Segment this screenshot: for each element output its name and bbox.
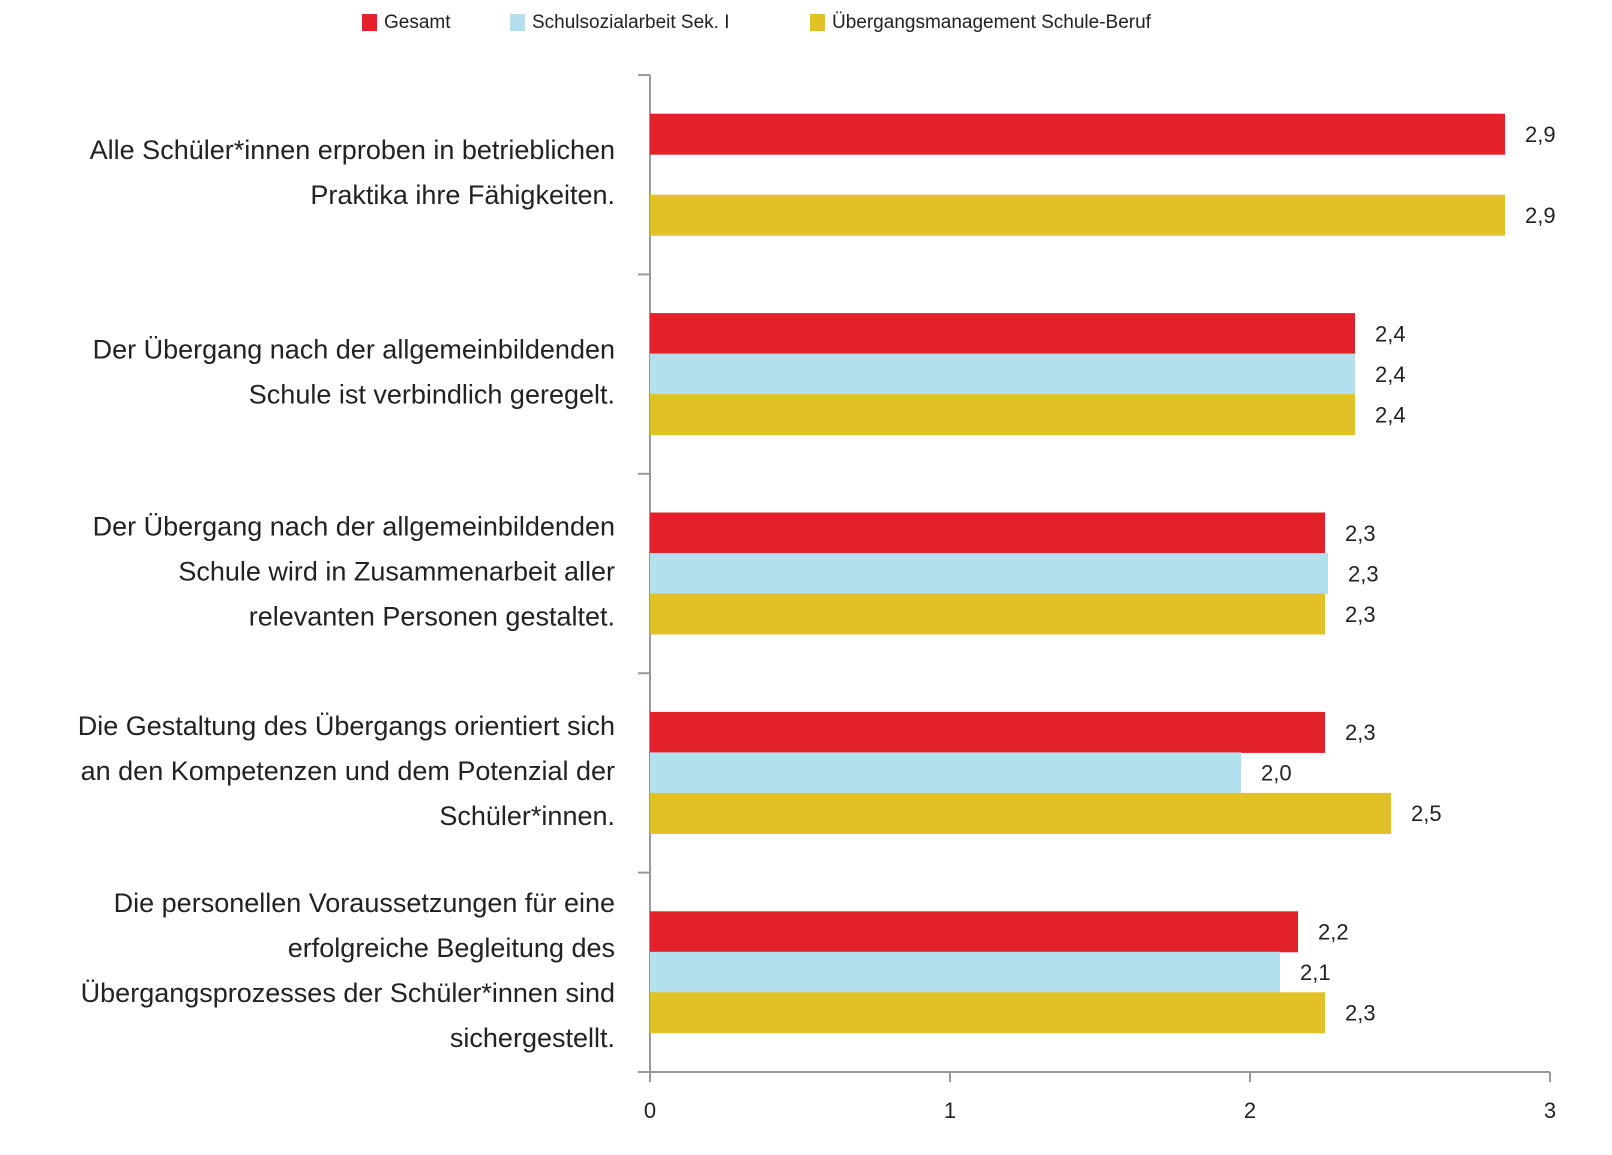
x-tick-label: 0 (644, 1098, 656, 1123)
bar (650, 194, 1505, 236)
category-label-line: sichergestellt. (450, 1023, 615, 1053)
bar (650, 711, 1325, 753)
category-label-line: Der Übergang nach der allgemeinbildenden (93, 335, 615, 365)
bar (650, 911, 1298, 953)
category-label-line: Schule ist verbindlich geregelt. (249, 380, 615, 410)
category-label-line: Der Übergang nach der allgemeinbildenden (93, 512, 615, 542)
legend-label: Übergangsmanagement Schule-Beruf (832, 12, 1152, 33)
bar (650, 113, 1505, 155)
bar (650, 553, 1328, 594)
category-label-line: Schule wird in Zusammenarbeit aller (178, 557, 615, 587)
category-label-line: Alle Schüler*innen erproben in betriebli… (90, 135, 615, 165)
category-label: Die Gestaltung des Übergangs orientiert … (78, 711, 615, 831)
value-label: 2,2 (1318, 920, 1349, 945)
bar (650, 512, 1325, 554)
category-label: Alle Schüler*innen erproben in betriebli… (90, 135, 615, 210)
category-label: Der Übergang nach der allgemeinbildenden… (93, 335, 615, 410)
category-label-line: Übergangsprozesses der Schüler*innen sin… (81, 978, 615, 1008)
value-label: 2,5 (1411, 801, 1442, 826)
value-label: 2,4 (1375, 402, 1406, 427)
category-label: Der Übergang nach der allgemeinbildenden… (93, 512, 615, 632)
category-label: Die personellen Voraussetzungen für eine… (81, 888, 615, 1053)
category-label-line: Die personellen Voraussetzungen für eine (114, 888, 615, 918)
bar (650, 992, 1325, 1034)
value-label: 2,9 (1525, 122, 1556, 147)
legend-swatch (362, 14, 377, 31)
legend-swatch (810, 14, 825, 31)
legend-label: Gesamt (384, 12, 451, 33)
category-label-line: relevanten Personen gestaltet. (249, 602, 615, 632)
value-label: 2,3 (1348, 561, 1379, 586)
bar (650, 792, 1391, 834)
category-label-line: Schüler*innen. (439, 801, 615, 831)
x-tick-label: 1 (944, 1098, 956, 1123)
bar (650, 394, 1355, 436)
value-label: 2,3 (1345, 1001, 1376, 1026)
value-label: 2,1 (1300, 960, 1331, 985)
category-label-line: erfolgreiche Begleitung des (288, 933, 615, 963)
bar (650, 752, 1241, 794)
value-label: 2,3 (1345, 720, 1376, 745)
category-label-line: an den Kompetenzen und dem Potenzial der (81, 756, 615, 786)
value-label: 2,4 (1375, 321, 1406, 346)
legend-swatch (510, 14, 525, 31)
bar (650, 951, 1280, 993)
category-label-line: Die Gestaltung des Übergangs orientiert … (78, 711, 615, 741)
bar (650, 313, 1355, 355)
bar (650, 353, 1355, 395)
x-tick-label: 2 (1244, 1098, 1256, 1123)
value-label: 2,9 (1525, 203, 1556, 228)
bar (650, 593, 1325, 635)
x-tick-label: 3 (1544, 1098, 1556, 1123)
value-label: 2,0 (1261, 761, 1292, 786)
value-label: 2,4 (1375, 362, 1406, 387)
legend-label: Schulsozialarbeit Sek. I (532, 12, 730, 33)
value-label: 2,3 (1345, 602, 1376, 627)
category-label-line: Praktika ihre Fähigkeiten. (310, 180, 615, 210)
value-label: 2,3 (1345, 521, 1376, 546)
